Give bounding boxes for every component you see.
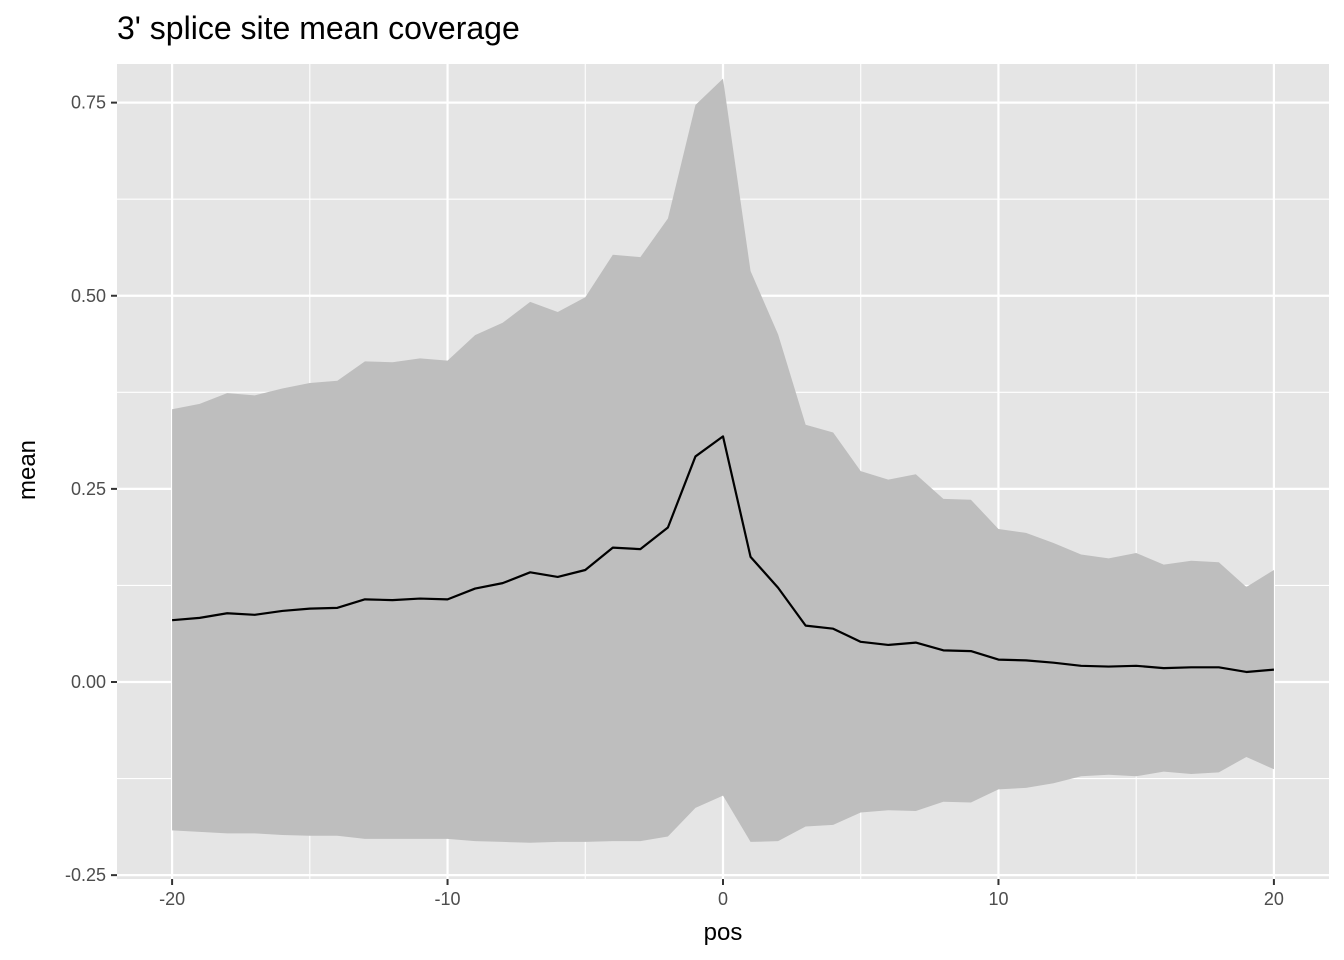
x-tick-label: -20 xyxy=(159,889,185,909)
y-axis: -0.25 0.00 0.25 0.50 0.75 xyxy=(65,93,117,885)
ribbon-layer xyxy=(172,78,1274,843)
y-tick-label: 0.50 xyxy=(71,286,106,306)
y-tick-label: 0.25 xyxy=(71,479,106,499)
ribbon-band xyxy=(172,78,1274,843)
y-tick-label: -0.25 xyxy=(65,865,106,885)
line-layer xyxy=(171,435,1275,674)
x-tick-label: 20 xyxy=(1264,889,1284,909)
mean-line xyxy=(171,435,1275,674)
x-tick-label: 0 xyxy=(718,889,728,909)
y-tick-label: 0.75 xyxy=(71,93,106,113)
x-tick-label: -10 xyxy=(435,889,461,909)
y-tick-label: 0.00 xyxy=(71,672,106,692)
x-tick-label: 10 xyxy=(988,889,1008,909)
x-axis: -20 -10 0 10 20 xyxy=(159,879,1284,909)
chart-title: 3' splice site mean coverage xyxy=(117,10,520,46)
y-axis-title: mean xyxy=(14,440,41,500)
x-axis-title: pos xyxy=(704,919,743,946)
